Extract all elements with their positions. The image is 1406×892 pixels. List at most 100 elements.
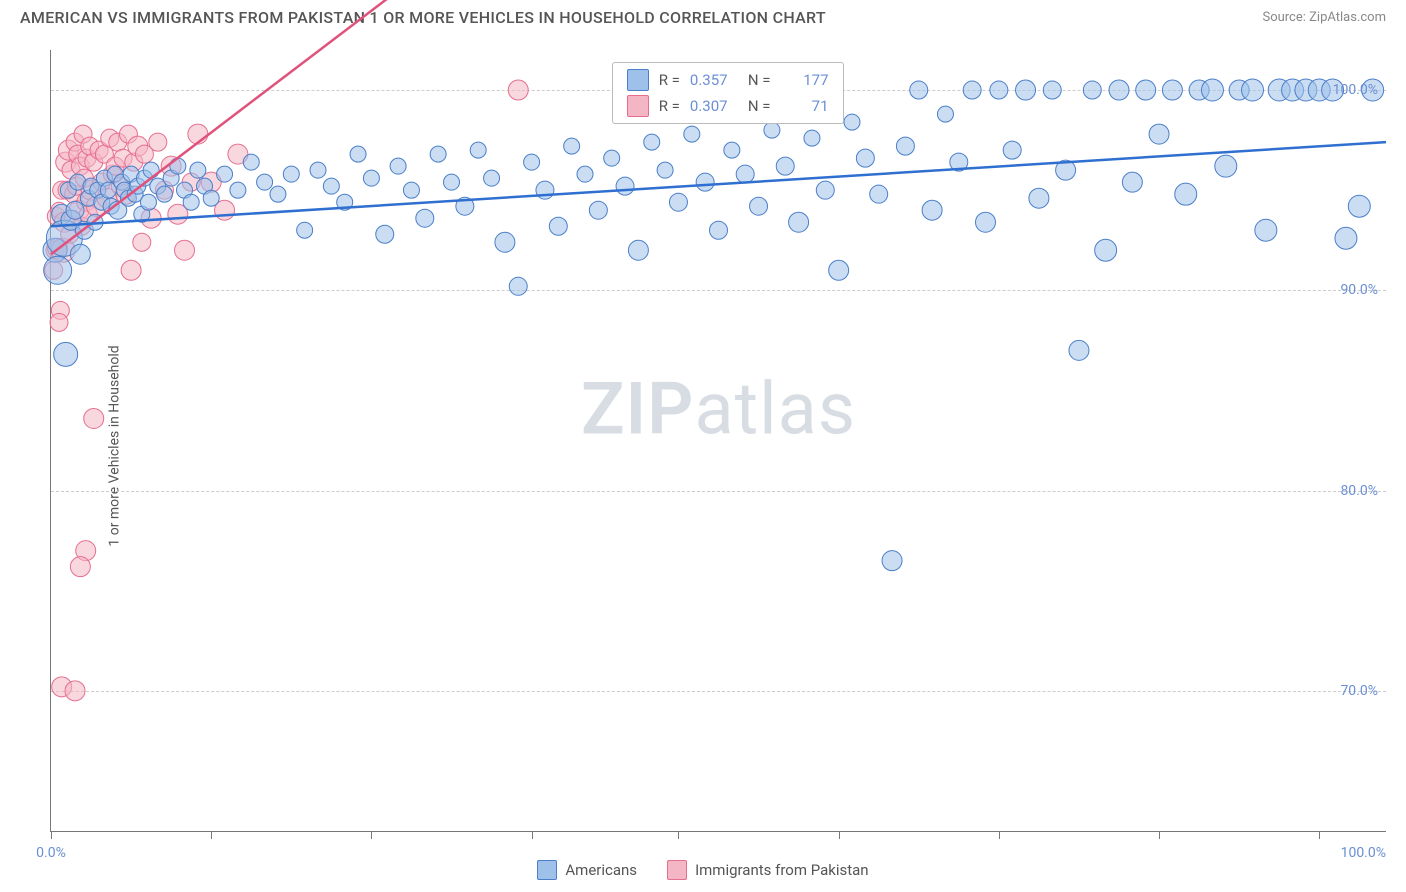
swatch-icon xyxy=(537,860,557,880)
stats-r-value: 0.307 xyxy=(690,97,738,115)
data-point-americans xyxy=(696,173,714,191)
swatch-icon xyxy=(627,69,649,91)
x-tick xyxy=(51,831,52,839)
data-point-americans xyxy=(549,217,567,235)
data-point-pakistan xyxy=(84,408,104,428)
stats-n-label: N = xyxy=(748,97,771,115)
data-point-americans xyxy=(70,244,90,264)
data-point-americans xyxy=(804,130,820,146)
data-point-americans xyxy=(844,114,860,130)
data-point-americans xyxy=(230,182,246,198)
data-point-americans xyxy=(509,277,527,295)
data-point-americans xyxy=(243,154,259,170)
stats-r-value: 0.357 xyxy=(690,71,738,89)
stats-n-value: 177 xyxy=(781,71,829,89)
swatch-icon xyxy=(627,95,649,117)
data-point-americans xyxy=(1175,183,1197,205)
data-point-americans xyxy=(990,81,1008,99)
data-point-americans xyxy=(1149,124,1169,144)
data-point-americans xyxy=(1255,219,1277,241)
x-tick xyxy=(839,831,840,839)
data-point-americans xyxy=(257,174,273,190)
data-point-americans xyxy=(1043,81,1061,99)
bottom-legend: Americans Immigrants from Pakistan xyxy=(0,860,1406,880)
data-point-pakistan xyxy=(50,313,68,331)
data-point-americans xyxy=(644,134,660,150)
data-point-americans xyxy=(183,194,199,210)
data-point-americans xyxy=(789,212,809,232)
chart-title: AMERICAN VS IMMIGRANTS FROM PAKISTAN 1 O… xyxy=(20,8,826,27)
data-point-americans xyxy=(444,174,460,190)
data-point-americans xyxy=(684,126,700,142)
data-point-americans xyxy=(564,138,580,154)
data-point-americans xyxy=(217,166,233,182)
stats-row-americans: R = 0.357 N = 177 xyxy=(627,67,829,93)
data-point-americans xyxy=(44,256,72,284)
x-tick xyxy=(371,831,372,839)
data-point-americans xyxy=(628,240,648,260)
data-point-americans xyxy=(829,260,849,280)
x-tick xyxy=(678,831,679,839)
legend-label: Americans xyxy=(565,861,637,879)
data-point-americans xyxy=(1122,172,1142,192)
data-point-americans xyxy=(470,142,486,158)
data-point-americans xyxy=(495,232,515,252)
data-point-americans xyxy=(657,162,673,178)
data-point-americans xyxy=(1095,239,1117,261)
data-point-americans xyxy=(922,200,942,220)
source-attribution: Source: ZipAtlas.com xyxy=(1262,10,1386,25)
legend-item-americans: Americans xyxy=(537,860,637,880)
data-point-americans xyxy=(403,182,419,198)
data-point-americans xyxy=(937,106,953,122)
data-point-americans xyxy=(66,201,84,219)
data-point-pakistan xyxy=(121,260,141,280)
data-point-pakistan xyxy=(508,80,528,100)
data-point-americans xyxy=(669,193,687,211)
data-point-americans xyxy=(577,166,593,182)
y-tick-label: 80.0% xyxy=(1340,483,1378,499)
data-point-americans xyxy=(376,225,394,243)
data-point-americans xyxy=(310,162,326,178)
data-point-americans xyxy=(484,170,500,186)
x-tick xyxy=(211,831,212,839)
data-point-americans xyxy=(1016,80,1036,100)
legend-label: Immigrants from Pakistan xyxy=(695,861,869,879)
stats-legend-box: R =0.357N =177R =0.307N =71 xyxy=(612,62,844,124)
data-point-americans xyxy=(203,190,219,206)
data-point-pakistan xyxy=(70,557,90,577)
data-point-americans xyxy=(870,185,888,203)
data-point-americans xyxy=(816,181,834,199)
data-point-americans xyxy=(856,149,874,167)
data-point-americans xyxy=(1242,79,1264,101)
data-point-americans xyxy=(156,186,172,202)
data-point-pakistan xyxy=(175,240,195,260)
data-point-americans xyxy=(430,146,446,162)
data-point-americans xyxy=(910,81,928,99)
data-point-americans xyxy=(604,150,620,166)
stats-row-pakistan: R =0.307N =71 xyxy=(627,93,829,119)
data-point-americans xyxy=(54,342,78,366)
data-point-americans xyxy=(170,158,186,174)
data-point-pakistan xyxy=(149,133,167,151)
data-point-americans xyxy=(776,157,794,175)
data-point-americans xyxy=(283,166,299,182)
data-point-pakistan xyxy=(65,681,85,701)
stats-n-label: N = xyxy=(748,71,771,89)
x-tick xyxy=(1319,831,1320,839)
data-point-americans xyxy=(896,137,914,155)
data-point-americans xyxy=(323,178,339,194)
data-point-americans xyxy=(882,551,902,571)
data-point-americans xyxy=(1029,188,1049,208)
data-point-americans xyxy=(190,162,206,178)
x-tick xyxy=(999,831,1000,839)
data-point-pakistan xyxy=(133,233,151,251)
data-point-americans xyxy=(616,177,634,195)
y-tick-label: 100.0% xyxy=(1333,82,1378,98)
data-point-americans xyxy=(976,212,996,232)
data-point-americans xyxy=(416,209,434,227)
data-point-americans xyxy=(143,162,159,178)
x-tick-label: 100.0% xyxy=(1341,845,1386,861)
stats-r-label: R = xyxy=(659,71,680,89)
data-point-americans xyxy=(764,122,780,138)
data-point-americans xyxy=(524,154,540,170)
